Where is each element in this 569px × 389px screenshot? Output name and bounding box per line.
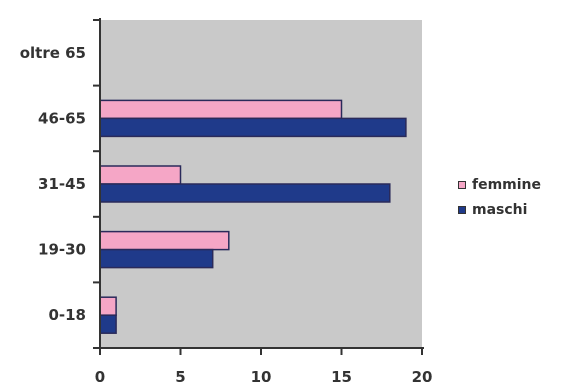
- bar-maschi-46-65: [99, 117, 407, 138]
- x-tick-label: 0: [95, 368, 105, 386]
- legend-item-femmine: femmine: [458, 172, 541, 197]
- legend-swatch-femmine: [458, 180, 466, 189]
- bar-maschi-19-30: [99, 248, 214, 269]
- legend-item-maschi: maschi: [458, 197, 541, 222]
- y-tick-label: 31-45: [38, 175, 86, 193]
- x-tick-label: 15: [331, 368, 352, 386]
- y-tick-label: oltre 65: [20, 44, 86, 62]
- x-tick-label: 10: [251, 368, 272, 386]
- bar-maschi-0-18: [99, 314, 117, 334]
- y-tick-label: 19-30: [38, 241, 86, 259]
- bar-femmine-46-65: [99, 99, 343, 120]
- legend-swatch-maschi: [458, 205, 466, 214]
- bar-maschi-31-45: [99, 183, 391, 203]
- bar-femmine-31-45: [99, 165, 182, 185]
- x-tick-label: 20: [412, 368, 433, 386]
- bar-femmine-0-18: [99, 296, 117, 316]
- legend: femmine maschi: [458, 172, 541, 222]
- bar-femmine-19-30: [99, 230, 230, 251]
- x-tick-label: 5: [175, 368, 185, 386]
- y-tick-label: 46-65: [38, 109, 86, 127]
- y-tick-label: 0-18: [48, 306, 86, 324]
- legend-label-maschi: maschi: [472, 201, 528, 218]
- legend-label-femmine: femmine: [472, 176, 542, 193]
